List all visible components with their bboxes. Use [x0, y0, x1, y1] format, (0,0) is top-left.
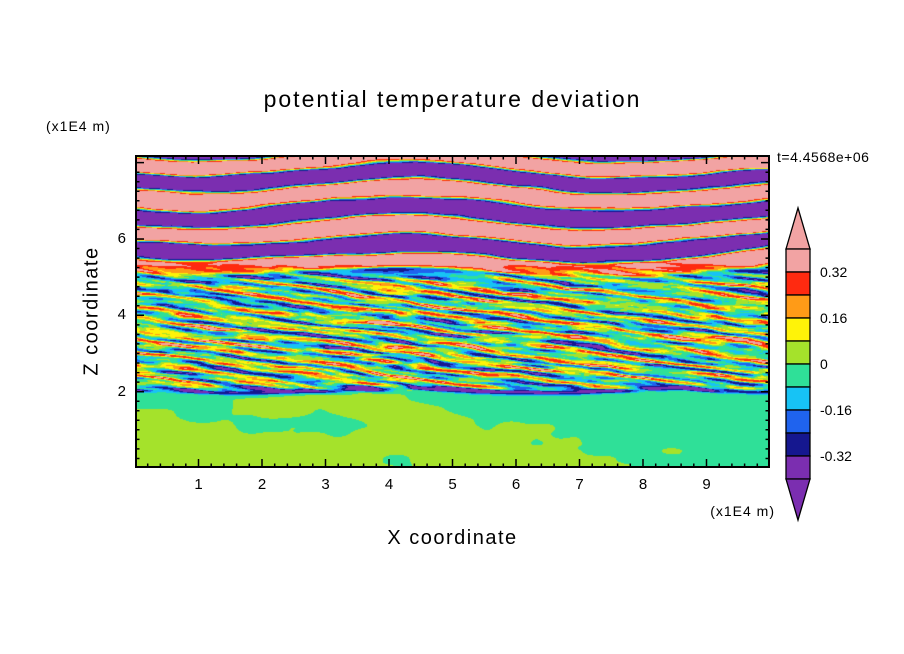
- y-tick-label: 4: [117, 306, 126, 324]
- colorbar-segment-yellow-green: [785, 340, 811, 365]
- colorbar-tick-label: 0.16: [820, 310, 847, 326]
- colorbar-segment-purple: [785, 455, 811, 480]
- colorbar-segment-spring-green: [785, 363, 811, 388]
- colorbar-tick-label: 0.32: [820, 264, 847, 280]
- time-annotation: t=4.4568e+06: [777, 149, 870, 165]
- colorbar-tick-label: -0.32: [820, 448, 852, 464]
- x-axis-unit-label: (x1E4 m): [710, 503, 775, 519]
- x-tick-label: 2: [257, 476, 267, 493]
- colorbar-segment-blue: [785, 409, 811, 434]
- colorbar-segment-cyan: [785, 386, 811, 411]
- x-tick-label: 9: [702, 476, 711, 493]
- colorbar-segment-red: [785, 271, 811, 296]
- y-axis-unit-label: (x1E4 m): [46, 118, 111, 134]
- x-tick-label: 4: [384, 476, 394, 493]
- x-tick-label: 6: [511, 476, 521, 493]
- contour-field: [135, 155, 770, 468]
- colorbar-segment-yellow: [785, 317, 811, 342]
- x-tick-label: 5: [448, 476, 457, 493]
- colorbar: 0.32 0.16 0 -0.16 -0.32: [785, 205, 852, 523]
- x-tick-label: 8: [638, 476, 648, 493]
- x-axis-title: X coordinate: [387, 527, 518, 549]
- plot-title: potential temperature deviation: [263, 86, 642, 112]
- colorbar-tick-label: 0: [820, 356, 828, 372]
- colorbar-segment-navy: [785, 432, 811, 457]
- x-tick-label: 1: [194, 476, 203, 493]
- plot-frame: [135, 155, 770, 468]
- y-tick-label: 2: [117, 382, 126, 400]
- y-tick-label: 6: [117, 229, 126, 247]
- colorbar-segment-pink: [785, 248, 811, 273]
- colorbar-arrow-low: [785, 478, 811, 523]
- x-tick-label: 3: [321, 476, 330, 493]
- colorbar-tick-label: -0.16: [820, 402, 852, 418]
- colorbar-segment-orange: [785, 294, 811, 319]
- x-tick-label: 7: [575, 476, 584, 493]
- colorbar-arrow-high: [785, 205, 811, 250]
